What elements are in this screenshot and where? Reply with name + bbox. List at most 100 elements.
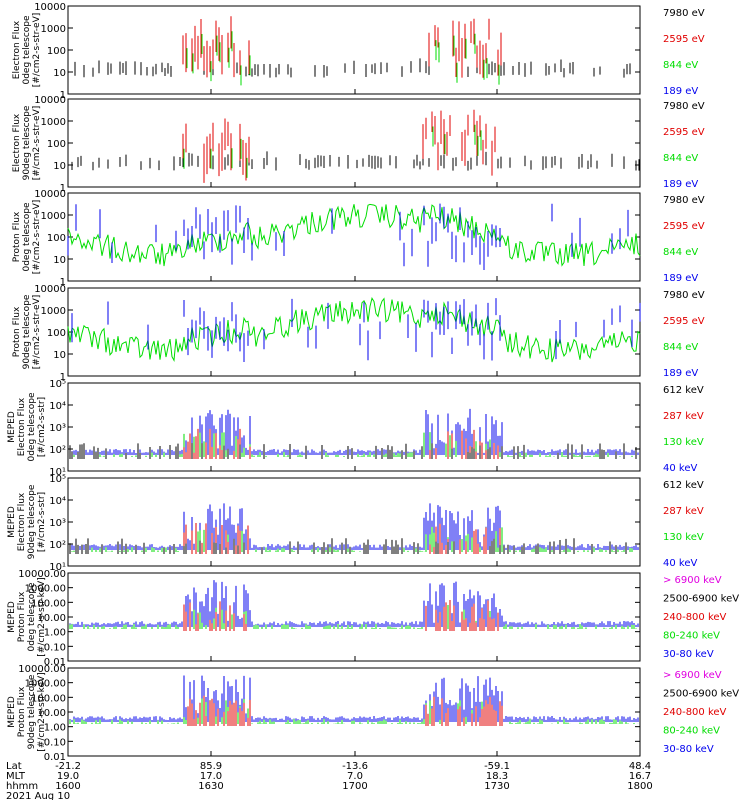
y-label-line: [#/cm2-s-str-keV] — [37, 672, 47, 751]
y-label-line: Proton Flux — [12, 306, 22, 357]
data-traces — [67, 203, 641, 270]
y-tick-label: 10⁴ — [49, 401, 66, 412]
y-tick-label: 10000 — [34, 95, 66, 106]
y-label-line: 90deg telescope — [27, 674, 37, 749]
legend-red: 2595 eV — [663, 221, 705, 232]
x-tick-mlt: 16.7 — [629, 771, 651, 782]
y-tick-label: 1000 — [41, 24, 66, 35]
y-label-line: [#/cm2-s-str-eV] — [32, 106, 42, 181]
legend-black: 7980 eV — [663, 290, 705, 301]
legend-black: 612 keV — [663, 480, 704, 491]
y-tick-label: 10.00 — [37, 708, 66, 719]
legend-red: 240-800 keV — [663, 707, 727, 718]
y-tick-label: 100.00 — [31, 693, 66, 704]
legend-green: 844 eV — [663, 247, 698, 258]
data-traces — [71, 109, 640, 183]
y-axis-label: MEPED Proton Flux 0deg telescope [#/cm2-s-s… — [7, 577, 47, 656]
y-tick-label: 100 — [47, 46, 66, 57]
legend-green: 130 keV — [663, 437, 704, 448]
y-tick-label: 1.00 — [44, 628, 66, 639]
y-tick-label: 10 — [53, 68, 66, 79]
y-tick-label: 10³ — [49, 423, 66, 434]
y-label-line: Proton Flux — [17, 591, 27, 642]
y-tick-label: 10000 — [34, 2, 66, 13]
x-tick-hhmm: 1700 — [342, 781, 367, 792]
panel-7: 0.010.101.0010.00100.001000.0010000.00ME… — [7, 569, 739, 668]
y-tick-label: 0.10 — [44, 642, 66, 653]
y-tick-label: 100.00 — [31, 598, 66, 609]
legend-blue: 189 eV — [663, 273, 698, 284]
y-tick-label: 1 — [60, 277, 66, 288]
y-tick-label: 10000.00 — [18, 664, 66, 675]
y-tick-label: 10⁴ — [49, 496, 66, 507]
y-label-line: 90deg telescope — [22, 294, 32, 369]
y-axis-label: Electron Flux 0deg telescope [#/cm2-s-str-… — [12, 13, 42, 88]
y-label-line: Electron Flux — [12, 113, 22, 172]
legend-black: 2500-6900 keV — [663, 689, 739, 700]
y-tick-label: 1 — [60, 183, 66, 194]
legend-red: 2595 eV — [663, 127, 705, 138]
legend-green: 80-240 keV — [663, 726, 720, 737]
x-tick-lat: 85.9 — [200, 761, 222, 772]
legend-red: 287 keV — [663, 506, 704, 517]
y-label-line: MEPED — [7, 696, 17, 728]
y-label-line: 0deg telescope — [22, 202, 32, 272]
panel-frame — [67, 667, 641, 757]
x-tick-lat: -21.2 — [55, 761, 81, 772]
x-tick-lat: 48.4 — [629, 761, 651, 772]
date-label: 2021 Aug 10 — [6, 791, 70, 800]
y-label-line: MEPED — [7, 601, 17, 633]
y-tick-label: 0.01 — [44, 752, 66, 763]
y-axis-label: Proton Flux 90deg telescope [#/cm2-s-str-e… — [12, 294, 42, 369]
y-label-line: [#/cm2-s-str-eV] — [32, 295, 42, 370]
data-traces — [69, 408, 639, 459]
y-label-line: [#/cm2-s-str-keV] — [37, 577, 47, 656]
legend-blue: 30-80 keV — [663, 744, 714, 755]
y-tick-label: 10³ — [49, 518, 66, 529]
y-label-line: MEPED — [7, 411, 17, 443]
y-tick-label: 10⁵ — [49, 379, 66, 390]
y-axis-label: Electron Flux 90deg telescope [#/cm2-s-str… — [12, 105, 42, 180]
y-axis-label: MEPED Proton Flux 90deg telescope [#/cm2-s-… — [7, 672, 47, 751]
y-label-line: Proton Flux — [17, 686, 27, 737]
y-tick-label: 1000.00 — [25, 679, 66, 690]
y-label-line: Proton Flux — [12, 211, 22, 262]
trace-844 — [67, 203, 641, 267]
y-tick-label: 1000 — [41, 211, 66, 222]
y-label-line: 0deg telescope — [27, 582, 37, 652]
y-label-line: Electron Flux — [17, 492, 27, 551]
legend-blue: 40 keV — [663, 463, 697, 474]
y-tick-label: 1000.00 — [25, 584, 66, 595]
y-tick-label: 0.10 — [44, 737, 66, 748]
y-axis-label: MEPED Electron Flux 90deg telescope [#/cm2-… — [7, 484, 47, 559]
x-tick-hhmm: 1800 — [627, 781, 652, 792]
y-axis-label: MEPED Electron Flux 0deg telescope [#/cm2-s… — [7, 392, 47, 462]
y-tick-label: 1 — [60, 372, 66, 383]
data-traces — [69, 580, 639, 631]
y-tick-label: 1 — [60, 90, 66, 101]
y-label-line: Electron Flux — [17, 397, 27, 456]
data-traces — [69, 675, 639, 726]
y-tick-label: 100 — [47, 328, 66, 339]
legend-blue: 189 eV — [663, 86, 698, 97]
legend-green: 844 eV — [663, 153, 698, 164]
y-tick-label: 10000 — [34, 284, 66, 295]
panel-frame — [67, 5, 641, 95]
y-tick-label: 100 — [47, 233, 66, 244]
row-label-lat: Lat — [6, 761, 22, 772]
y-tick-label: 0.01 — [44, 657, 66, 668]
data-traces — [67, 297, 641, 363]
y-tick-label: 1.00 — [44, 723, 66, 734]
x-tick-hhmm: 1730 — [484, 781, 509, 792]
panel-frame — [67, 98, 641, 188]
x-tick-mlt: 17.0 — [200, 771, 222, 782]
legend-red: 287 keV — [663, 411, 704, 422]
legend-blue: 189 eV — [663, 368, 698, 379]
y-tick-label: 1000 — [41, 306, 66, 317]
x-tick-mlt: 18.3 — [486, 771, 508, 782]
x-tick-hhmm: 1600 — [55, 781, 80, 792]
